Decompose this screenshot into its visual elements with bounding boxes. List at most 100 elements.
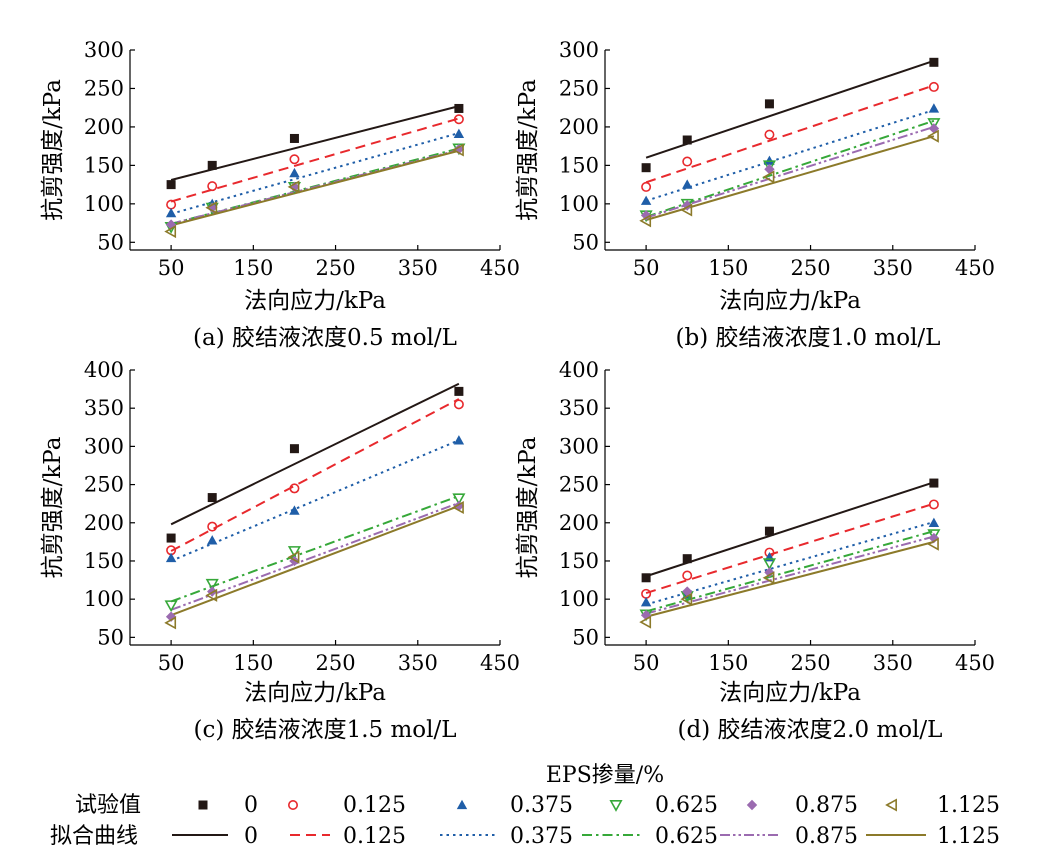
data-point-0.375 (289, 167, 300, 178)
y-tick-label: 250 (84, 76, 124, 100)
data-point-0.375 (640, 195, 652, 205)
data-point-0.375 (289, 505, 300, 515)
y-tick-label: 400 (84, 358, 124, 382)
y-tick-label: 200 (559, 511, 599, 535)
y-tick-label: 100 (84, 192, 124, 216)
y-tick-label: 150 (559, 549, 599, 573)
fit-line-0.875 (645, 535, 935, 615)
data-point-1.125 (452, 143, 464, 157)
legend-row-label-fit: 拟合曲线 (50, 824, 138, 849)
legend-marker-0 (198, 800, 208, 810)
data-point-0.375 (928, 517, 940, 527)
y-tick-label: 100 (84, 587, 124, 611)
fit-line-0 (170, 382, 460, 526)
x-axis-label: 法向应力/kPa (719, 288, 861, 314)
y-axis-label: 抗剪强度/kPa (40, 79, 66, 221)
fit-line-0.375 (645, 109, 935, 202)
data-point-0.125 (928, 81, 939, 92)
data-point-0.375 (453, 435, 465, 445)
data-point-0.125 (764, 129, 775, 140)
data-point-0.125 (207, 181, 218, 192)
y-tick-label: 150 (84, 549, 124, 573)
data-point-1.125 (205, 588, 218, 602)
data-point-0.875 (640, 210, 652, 221)
chart-panel-4: 50 100 150 200 250 300 350 400 50 150 250 350 450 法向应… (515, 358, 995, 743)
data-point-0.875 (289, 181, 300, 193)
fit-line-1.125 (170, 149, 460, 227)
y-axis-label: 抗剪强度/kPa (515, 436, 541, 578)
data-point-1.125 (287, 180, 300, 194)
fit-line-0.875 (645, 125, 935, 219)
y-tick-label: 200 (559, 115, 599, 139)
y-tick-label: 250 (559, 76, 599, 100)
x-tick-label: 50 (633, 651, 660, 675)
chart-panel-3: 50 100 150 200 250 300 350 400 50 150 250 350 450 法向应… (40, 358, 520, 743)
data-point-0.875 (165, 219, 177, 230)
data-point-0.875 (289, 555, 300, 567)
data-point-0.625 (762, 558, 777, 571)
data-point-0 (166, 533, 176, 543)
y-tick-label: 350 (84, 396, 124, 420)
y-tick-label: 250 (84, 473, 124, 497)
panel-caption: (d) 胶结液浓度2.0 mol/L (678, 717, 943, 743)
data-point-0.125 (682, 156, 693, 167)
y-tick-label: 350 (559, 396, 599, 420)
data-point-0.375 (165, 552, 177, 563)
legend-label: 0.125 (343, 824, 406, 849)
fit-line-0.125 (645, 84, 935, 184)
data-point-0.125 (166, 199, 177, 210)
x-tick-label: 350 (873, 651, 913, 675)
y-tick-label: 300 (559, 434, 599, 458)
data-point-0.375 (640, 597, 652, 607)
data-point-0.875 (764, 567, 775, 578)
legend-label: 1.125 (937, 793, 1000, 818)
data-point-0.375 (928, 103, 940, 113)
data-point-0.625 (164, 600, 178, 613)
fit-line-1.125 (645, 135, 935, 221)
data-point-0.125 (928, 499, 939, 510)
y-tick-label: 100 (559, 587, 599, 611)
y-axis-label: 抗剪强度/kPa (40, 436, 66, 578)
data-point-1.125 (452, 500, 464, 515)
data-point-0.625 (927, 118, 941, 130)
panel-caption: (a) 胶结液浓度0.5 mol/L (193, 325, 457, 351)
fit-line-0.375 (645, 521, 935, 606)
data-point-0.875 (165, 611, 177, 622)
legend-title: EPS掺量/% (546, 763, 664, 788)
data-point-0.125 (641, 181, 652, 192)
y-tick-label: 150 (84, 153, 124, 177)
data-point-0.125 (207, 521, 218, 532)
data-point-0 (641, 163, 651, 173)
data-point-0 (454, 386, 464, 396)
x-tick-label: 250 (316, 651, 356, 675)
x-tick-label: 250 (791, 651, 831, 675)
panel-caption: (c) 胶结液浓度1.5 mol/L (193, 717, 456, 743)
x-tick-label: 250 (316, 256, 356, 280)
y-tick-label: 300 (84, 38, 124, 62)
data-point-1.125 (762, 571, 775, 585)
y-tick-label: 50 (97, 230, 124, 254)
data-point-1.125 (762, 170, 775, 184)
fit-line-0.625 (170, 495, 460, 603)
data-point-0.875 (682, 586, 693, 597)
y-tick-label: 150 (559, 153, 599, 177)
legend-label: 0.875 (795, 824, 858, 849)
data-point-0.125 (641, 588, 652, 599)
legend-marker-0.125 (287, 799, 298, 810)
fit-line-0.625 (645, 530, 935, 613)
data-point-0.125 (289, 154, 300, 165)
y-tick-label: 50 (572, 230, 599, 254)
data-point-0 (929, 478, 939, 488)
panel-caption: (b) 胶结液浓度1.0 mol/L (676, 325, 941, 351)
legend-label: 0.125 (343, 793, 406, 818)
x-tick-label: 150 (708, 256, 748, 280)
legend-label: 0.625 (655, 793, 718, 818)
x-tick-label: 350 (398, 651, 438, 675)
fit-line-0.125 (170, 398, 460, 552)
fit-line-0.125 (645, 502, 935, 595)
x-axis-label: 法向应力/kPa (719, 680, 861, 706)
data-point-1.125 (639, 615, 652, 629)
chart-panel-1: 50 100 150 200 250 300 50 150 250 350 450 法向应力/kPa 抗… (40, 38, 520, 351)
